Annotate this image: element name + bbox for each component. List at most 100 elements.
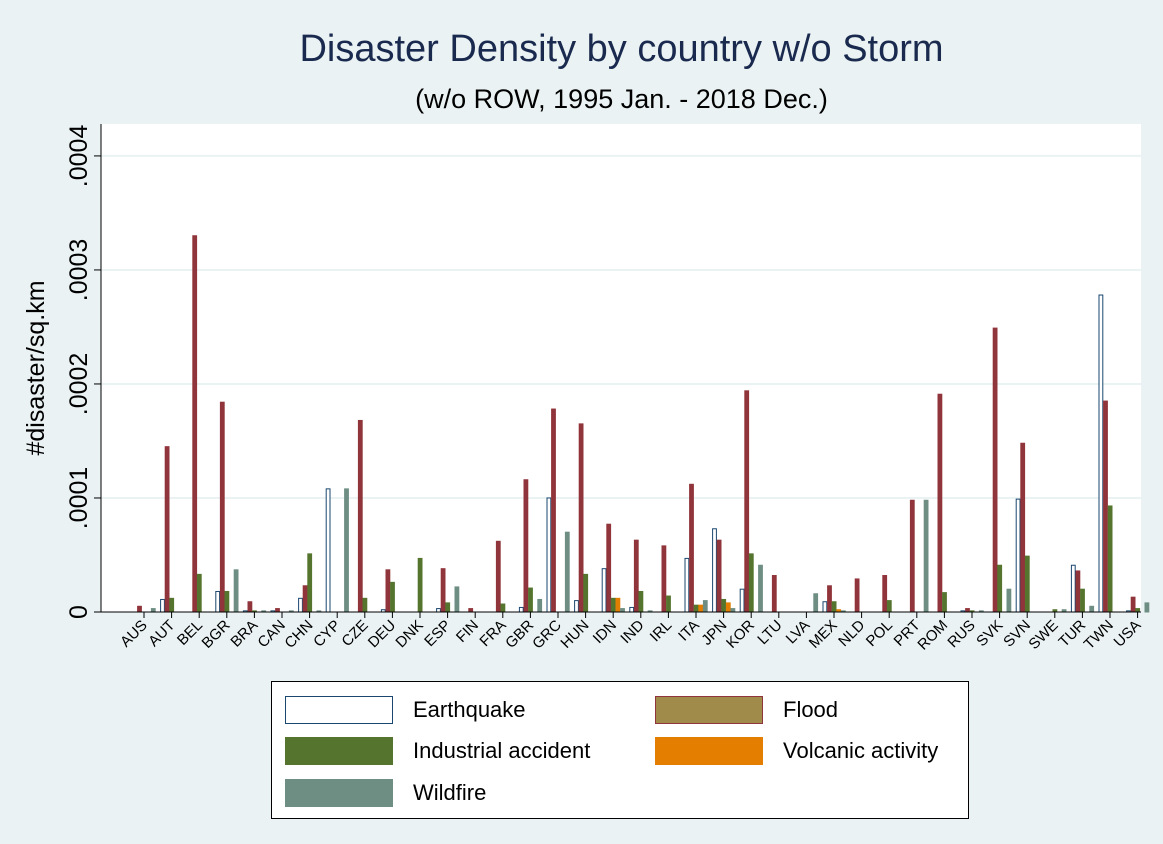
bar-earthquake-esp	[436, 608, 441, 613]
bar-earthquake-jpn	[712, 528, 717, 613]
bar-flood-nld	[854, 578, 860, 613]
bar-industrial-accident-aut	[169, 597, 175, 613]
x-tick-label: DNK	[392, 617, 426, 651]
bar-wildfire-jpn	[730, 608, 736, 613]
x-tick-label: GBR	[502, 617, 537, 652]
bar-flood-ind	[633, 539, 639, 613]
y-axis-label: #disaster/sq.km	[22, 280, 50, 455]
bar-flood-gbr	[523, 479, 529, 613]
bar-industrial-accident-svk	[997, 564, 1003, 613]
bar-flood-bra	[247, 601, 253, 613]
bar-flood-ita	[689, 483, 694, 613]
bar-industrial-accident-bgr	[224, 590, 230, 613]
bar-flood-rom	[937, 393, 943, 613]
bar-wildfire-idn	[620, 608, 625, 613]
x-tick-label: GRC	[529, 617, 565, 653]
x-tick-label: CYP	[310, 617, 344, 651]
bar-flood-jpn	[716, 539, 722, 613]
x-tick-label: IRL	[647, 617, 676, 646]
legend-swatch-volcanic-activity	[655, 737, 763, 765]
bar-earthquake-bgr	[215, 590, 221, 613]
legend-swatch-industrial-accident	[285, 737, 393, 765]
x-tick-label: CZE	[338, 617, 371, 650]
bar-industrial-accident-fra	[500, 603, 506, 613]
bar-wildfire-ita	[702, 600, 708, 613]
x-tick-label: IDN	[590, 617, 620, 647]
bar-flood-usa	[1130, 596, 1136, 613]
bar-wildfire-esp	[454, 586, 460, 613]
gridlines	[101, 154, 1141, 499]
y-ticks: 0 .0001 .0002 .0003 .0004	[65, 125, 101, 619]
bar-flood-aus	[137, 605, 142, 613]
bar-flood-rus	[965, 608, 970, 613]
chart-title: Disaster Density by country w/o Storm	[299, 28, 944, 70]
legend-label: Earthquake	[413, 697, 526, 722]
x-tick-label: AUS	[117, 617, 151, 651]
legend-swatch-flood	[655, 696, 763, 724]
bar-flood-bgr	[219, 401, 225, 613]
x-tick-label: ITA	[675, 617, 703, 645]
bar-industrial-accident-usa	[1135, 608, 1141, 613]
bar-industrial-accident-gbr	[528, 587, 533, 613]
bar-wildfire-prt	[923, 499, 929, 613]
legend-item-wildfire: Wildfire	[285, 779, 486, 807]
y-tick-label: .0001	[65, 467, 93, 530]
legend-label: Flood	[783, 697, 839, 722]
bar-flood-twn	[1103, 400, 1108, 613]
bar-volcanic-activity-ita	[698, 604, 704, 613]
bar-flood-prt	[909, 499, 915, 613]
bar-flood-chn	[302, 585, 308, 613]
bar-earthquake-idn	[601, 568, 607, 613]
y-tick-label: .0002	[65, 353, 93, 416]
bar-flood-aut	[164, 446, 170, 613]
bar-wildfire-lva	[813, 593, 819, 613]
bar-flood-ltu	[771, 575, 777, 613]
y-tick-label: .0003	[65, 239, 93, 302]
x-tick-label: BGR	[199, 617, 234, 652]
bar-earthquake-chn	[298, 597, 303, 613]
bar-earthquake-hun	[574, 600, 579, 613]
bar-earthquake-svn	[1015, 498, 1021, 613]
x-tick-label: LTU	[754, 617, 785, 648]
bar-flood-fra	[495, 540, 501, 613]
x-tick-label: IND	[617, 617, 647, 647]
bar-earthquake-cyp	[325, 488, 331, 613]
x-tick-label: KOR	[723, 617, 758, 652]
bar-industrial-accident-ind	[638, 590, 644, 613]
bar-industrial-accident-bel	[196, 573, 202, 613]
bar-industrial-accident-irl	[666, 595, 671, 613]
bar-industrial-accident-mex	[831, 601, 837, 613]
legend-swatch-earthquake	[285, 696, 393, 724]
bar-industrial-accident-cze	[362, 597, 368, 613]
bar-flood-tur	[1075, 570, 1081, 613]
bar-flood-grc	[551, 408, 556, 613]
bar-wildfire-tur	[1089, 605, 1095, 613]
bar-industrial-accident-kor	[748, 553, 754, 613]
bar-flood-can	[275, 608, 280, 613]
bar-flood-bel	[192, 235, 198, 613]
x-tick-label: MEX	[806, 617, 841, 652]
x-tick-label: ESP	[421, 617, 454, 650]
bar-industrial-accident-pol	[886, 600, 892, 613]
bar-industrial-accident-tur	[1080, 588, 1085, 613]
bar-earthquake-twn	[1098, 294, 1104, 613]
legend-item-earthquake: Earthquake	[285, 696, 526, 724]
legend-item-volcanic-activity: Volcanic activity	[655, 737, 938, 765]
bar-industrial-accident-twn	[1107, 505, 1113, 613]
bar-flood-esp	[440, 568, 446, 613]
bar-volcanic-activity-idn	[615, 597, 621, 613]
bar-earthquake-mex	[822, 601, 828, 613]
legend-swatch-wildfire	[285, 779, 393, 807]
bar-industrial-accident-chn	[307, 553, 313, 613]
x-tick-label: USA	[1111, 617, 1145, 651]
bar-wildfire-bgr	[233, 569, 239, 613]
bar-earthquake-tur	[1070, 564, 1076, 613]
x-tick-label: BEL	[174, 617, 206, 649]
bar-flood-cze	[357, 419, 363, 613]
bar-industrial-accident-esp	[445, 602, 451, 613]
y-tick-label: .0004	[65, 125, 93, 188]
bar-flood-deu	[385, 569, 391, 613]
bar-earthquake-ita	[684, 557, 690, 613]
bar-flood-idn	[606, 523, 612, 613]
chart-subtitle: (w/o ROW, 1995 Jan. - 2018 Dec.)	[415, 84, 828, 114]
